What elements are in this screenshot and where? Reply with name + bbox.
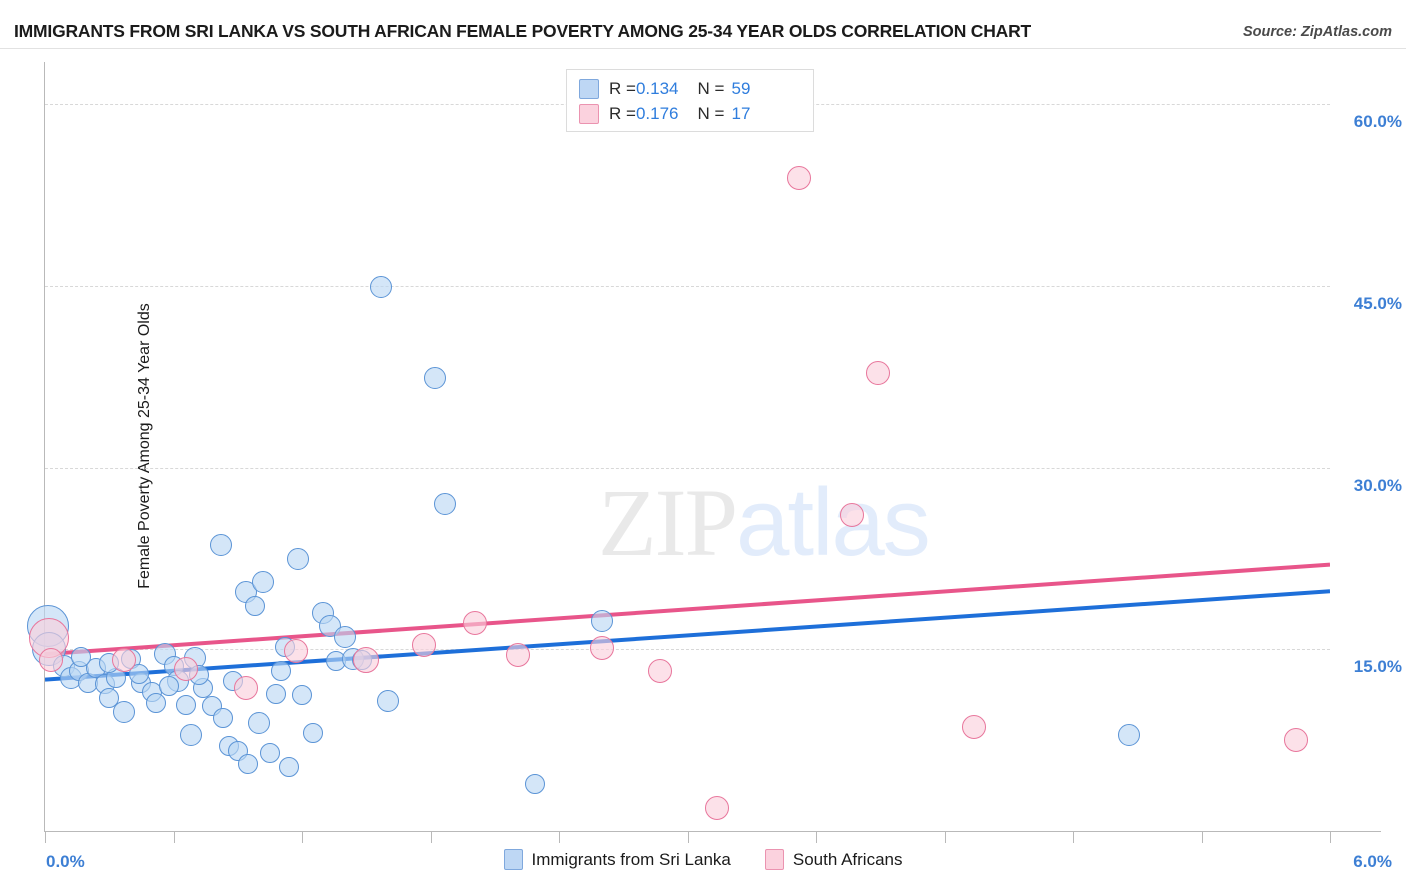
data-point[interactable]	[705, 795, 730, 820]
data-point[interactable]	[423, 367, 446, 390]
data-point[interactable]	[113, 701, 136, 724]
data-point[interactable]	[146, 692, 167, 713]
x-axis-tick	[1201, 832, 1203, 843]
data-point[interactable]	[252, 570, 275, 593]
data-point[interactable]	[286, 547, 309, 570]
series-legend-item-south-africans[interactable]: South Africans	[764, 849, 903, 870]
data-point[interactable]	[244, 595, 265, 616]
data-point[interactable]	[333, 626, 356, 649]
header-divider	[0, 48, 1406, 49]
data-point[interactable]	[412, 632, 437, 657]
legend-swatch-south-africans	[579, 103, 599, 124]
data-point[interactable]	[353, 647, 380, 674]
data-point[interactable]	[234, 676, 259, 701]
data-point[interactable]	[112, 648, 137, 673]
trendline	[45, 589, 1330, 682]
data-point[interactable]	[283, 638, 308, 663]
series-legend-item-sri-lanka[interactable]: Immigrants from Sri Lanka	[503, 849, 731, 870]
data-point[interactable]	[212, 708, 233, 729]
x-axis-tick	[1330, 832, 1331, 843]
data-point[interactable]	[209, 534, 232, 557]
data-point[interactable]	[39, 648, 64, 673]
y-axis-line	[44, 62, 45, 832]
data-point[interactable]	[129, 663, 150, 684]
data-point[interactable]	[179, 724, 202, 747]
data-point[interactable]	[1117, 724, 1140, 747]
series-legend: Immigrants from Sri Lanka South Africans	[0, 849, 1406, 870]
data-point[interactable]	[463, 610, 488, 635]
gridline	[45, 649, 1330, 651]
n-value-south-africans: 17	[731, 103, 751, 123]
data-point[interactable]	[647, 659, 672, 684]
data-point[interactable]	[266, 684, 287, 705]
x-axis-line	[44, 831, 1381, 832]
gridline	[45, 467, 1330, 469]
data-point[interactable]	[434, 493, 457, 516]
data-point[interactable]	[292, 685, 312, 706]
data-point[interactable]	[376, 690, 399, 713]
y-axis-tick-label: 60.0%	[1353, 112, 1402, 132]
stats-row-sri-lanka: R = 0.134 N = 59	[579, 76, 803, 101]
n-label-south-africans: N =	[697, 103, 725, 123]
data-point[interactable]	[270, 661, 291, 682]
source-label: Source: ZipAtlas.com	[1242, 24, 1392, 40]
data-point[interactable]	[786, 166, 811, 191]
plot-area: ZIPatlas	[27, 62, 1330, 831]
x-axis-tick	[173, 832, 175, 843]
data-point[interactable]	[238, 754, 259, 775]
series-label-south-africans: South Africans	[792, 849, 903, 869]
data-point[interactable]	[302, 722, 323, 743]
x-axis-tick	[687, 832, 689, 843]
page-title: IMMIGRANTS FROM SRI LANKA VS SOUTH AFRIC…	[14, 21, 1032, 41]
data-point[interactable]	[279, 756, 300, 777]
x-axis-tick	[559, 832, 560, 843]
r-value-south-africans: 0.176	[635, 103, 679, 123]
y-axis-tick-label: 45.0%	[1353, 294, 1402, 314]
r-value-sri-lanka: 0.134	[635, 78, 679, 98]
x-axis-tick	[430, 832, 432, 843]
data-point[interactable]	[259, 743, 280, 764]
stats-row-south-africans: R = 0.176 N = 17	[579, 101, 803, 126]
x-axis-tick	[944, 832, 946, 843]
data-point[interactable]	[99, 687, 120, 708]
data-point[interactable]	[370, 276, 393, 299]
data-point[interactable]	[589, 636, 614, 661]
x-axis-label-max: 6.0%	[1353, 852, 1392, 871]
r-label-sri-lanka: R =	[609, 78, 636, 98]
legend-swatch-sri-lanka	[579, 78, 599, 99]
data-point[interactable]	[866, 361, 891, 386]
data-point[interactable]	[174, 656, 199, 681]
data-point[interactable]	[506, 643, 531, 668]
n-label-sri-lanka: N =	[697, 78, 725, 98]
series-swatch-sri-lanka	[503, 849, 523, 870]
data-point[interactable]	[840, 502, 865, 527]
trendlines	[45, 562, 1330, 682]
x-axis-tick	[816, 832, 817, 843]
series-swatch-south-africans	[764, 849, 784, 870]
y-axis-tick-label: 15.0%	[1353, 657, 1402, 677]
r-label-south-africans: R =	[609, 103, 636, 123]
x-axis-tick	[1073, 832, 1074, 843]
data-point[interactable]	[525, 773, 546, 794]
data-point[interactable]	[176, 695, 197, 716]
data-point[interactable]	[71, 646, 92, 667]
correlation-stats-legend: R = 0.134 N = 59 R = 0.176 N = 17	[566, 69, 814, 132]
y-axis-tick-label: 30.0%	[1353, 475, 1402, 495]
data-point[interactable]	[248, 712, 271, 735]
data-point[interactable]	[1283, 728, 1308, 753]
x-axis-tick	[302, 832, 303, 843]
x-axis-tick	[45, 832, 46, 843]
y-axis-title-container: Female Poverty Among 25-34 Year Olds	[8, 0, 153, 892]
data-point[interactable]	[590, 610, 613, 633]
data-point[interactable]	[159, 675, 180, 696]
data-point[interactable]	[962, 714, 987, 739]
series-label-sri-lanka: Immigrants from Sri Lanka	[531, 849, 731, 869]
n-value-sri-lanka: 59	[731, 78, 751, 98]
gridline	[45, 286, 1330, 288]
trendline	[45, 562, 1330, 657]
x-axis-label-min: 0.0%	[46, 852, 85, 871]
